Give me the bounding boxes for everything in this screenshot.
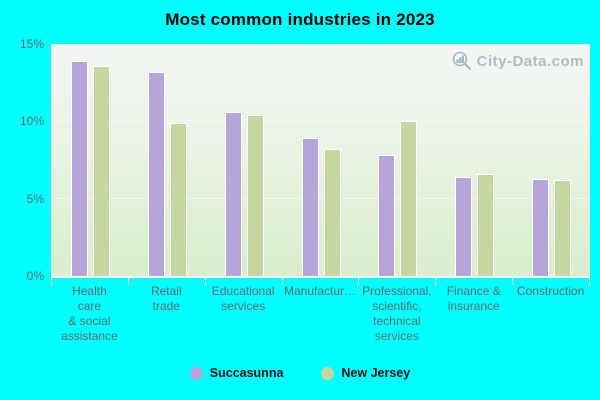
legend-label: New Jersey <box>341 366 411 380</box>
x-axis-tick-2 <box>205 278 206 285</box>
city-data-logo-icon <box>452 51 471 70</box>
bar-groups <box>52 44 590 276</box>
plot-area: City-Data.com <box>51 44 590 278</box>
legend-item-succasunna: Succasunna <box>189 366 284 380</box>
bar-new-jersey-1 <box>169 122 187 276</box>
gridline-10pct <box>52 120 590 122</box>
x-axis-labels: Health care & social assistance Retail trade E… <box>51 284 589 344</box>
x-axis-tick-0 <box>51 278 52 285</box>
bar-new-jersey-5 <box>477 173 495 276</box>
legend: Succasunna New Jersey <box>0 366 600 380</box>
category-group-5 <box>436 44 513 276</box>
category-group-0 <box>52 44 129 276</box>
chart-title: Most common industries in 2023 <box>165 10 435 29</box>
category-group-1 <box>129 44 206 276</box>
legend-swatch-icon <box>321 366 335 380</box>
x-axis-tick-1 <box>128 278 129 285</box>
category-group-6 <box>513 44 590 276</box>
x-axis-tick-4 <box>358 278 359 285</box>
bar-new-jersey-0 <box>92 65 110 276</box>
bar-succasunna-6 <box>532 178 550 276</box>
y-axis-label-15: 15% <box>19 37 44 51</box>
category-group-2 <box>206 44 283 276</box>
x-axis-label-5: Finance & insurance <box>446 284 501 313</box>
x-axis-label-0: Health care & social assistance <box>61 284 118 343</box>
watermark-text: City-Data.com <box>476 52 584 70</box>
x-axis-tick-5 <box>435 278 436 285</box>
bar-succasunna-3 <box>301 138 319 276</box>
category-group-3 <box>283 44 360 276</box>
legend-label: Succasunna <box>209 366 284 380</box>
x-axis-tick-7 <box>589 278 590 285</box>
y-axis-label-0: 0% <box>26 269 44 283</box>
bar-new-jersey-6 <box>554 180 572 276</box>
watermark: City-Data.com <box>451 50 584 72</box>
y-axis-label-10: 10% <box>19 114 44 129</box>
bar-new-jersey-3 <box>323 149 341 276</box>
x-axis-label-3: Manufactur… <box>283 284 357 298</box>
bar-succasunna-0 <box>70 61 88 276</box>
x-axis-label-1: Retail trade <box>150 284 182 313</box>
bar-succasunna-2 <box>224 112 242 276</box>
x-axis-label-2: Educational services <box>211 284 275 313</box>
bar-succasunna-4 <box>378 155 396 276</box>
x-axis-label-4: Professional, scientific, technical service… <box>362 284 432 343</box>
bar-succasunna-1 <box>147 71 165 276</box>
legend-swatch-icon <box>189 366 203 380</box>
bar-new-jersey-4 <box>400 121 418 276</box>
x-axis-tick-3 <box>282 278 283 285</box>
legend-item-new-jersey: New Jersey <box>321 366 410 380</box>
bar-succasunna-5 <box>455 177 473 276</box>
category-group-4 <box>359 44 436 276</box>
x-axis-label-6: Construction <box>516 284 585 298</box>
gridline-5pct <box>52 197 590 199</box>
bar-new-jersey-2 <box>246 115 264 276</box>
x-axis-tick-6 <box>512 278 513 285</box>
y-axis-label-5: 5% <box>26 191 44 206</box>
